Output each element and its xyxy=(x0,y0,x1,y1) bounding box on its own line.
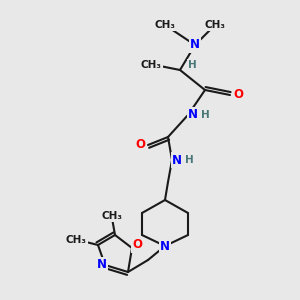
Text: H: H xyxy=(201,110,209,120)
Text: O: O xyxy=(135,139,145,152)
Text: N: N xyxy=(172,154,182,166)
Text: CH₃: CH₃ xyxy=(140,60,161,70)
Text: H: H xyxy=(188,60,196,70)
Text: N: N xyxy=(97,259,107,272)
Text: CH₃: CH₃ xyxy=(154,20,176,30)
Text: N: N xyxy=(188,109,198,122)
Text: CH₃: CH₃ xyxy=(205,20,226,30)
Text: CH₃: CH₃ xyxy=(101,211,122,221)
Text: H: H xyxy=(184,155,194,165)
Text: O: O xyxy=(132,238,142,251)
Text: CH₃: CH₃ xyxy=(65,235,86,245)
Text: O: O xyxy=(233,88,243,101)
Text: N: N xyxy=(190,38,200,52)
Text: N: N xyxy=(160,239,170,253)
